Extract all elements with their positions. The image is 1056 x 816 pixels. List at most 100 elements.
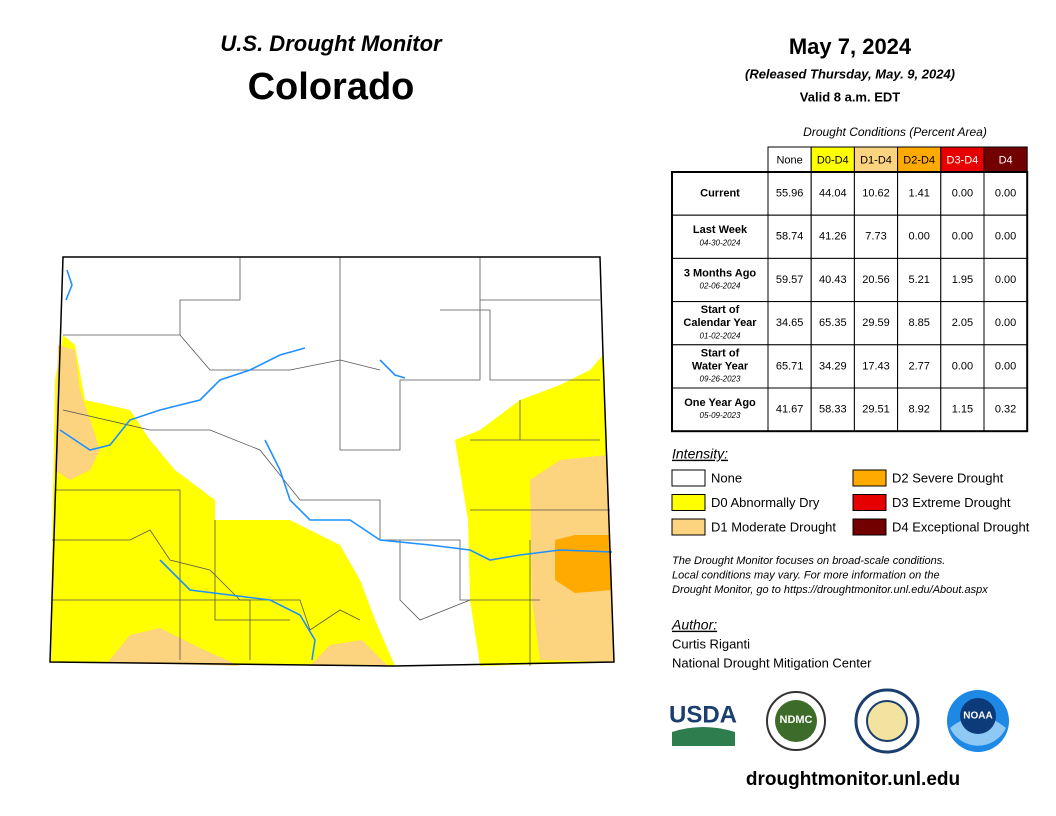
value-cell <box>767 257 812 303</box>
cell-value: 1.41 <box>908 188 929 200</box>
column-header: D0-D4 <box>817 154 849 166</box>
county-line <box>52 599 251 660</box>
doc-logo-inner <box>866 700 908 742</box>
legend-label: D0 Abnormally Dry <box>711 495 820 510</box>
cell-value: 44.04 <box>819 188 847 200</box>
state-title: Colorado <box>248 66 415 108</box>
row-label-cell <box>671 387 769 432</box>
cell-value: 34.65 <box>776 317 804 329</box>
county-lines <box>52 257 610 666</box>
value-cell <box>810 257 855 303</box>
cell-value: 41.67 <box>776 404 804 416</box>
conditions-table: None D0-D4 D1-D4 D2-D4 D3-D4 D4 Current 55.96 44… <box>671 146 1029 433</box>
value-cell <box>897 171 942 216</box>
legend-swatch <box>671 469 706 487</box>
cell-value: 29.51 <box>862 404 890 416</box>
cell-value: 0.00 <box>952 188 973 200</box>
river <box>264 439 613 561</box>
county-line <box>63 257 241 336</box>
author-title: Author: <box>671 617 717 633</box>
row-label: Current <box>700 188 740 200</box>
row-date: 04-30-2024 <box>700 238 741 247</box>
usda-logo: USDA <box>669 701 737 728</box>
row-label: 3 Months Ago <box>684 267 757 279</box>
value-cell <box>767 301 812 346</box>
legend-label: D4 Exceptional Drought <box>892 519 1030 534</box>
notes: The Drought Monitor focuses on broad-sca… <box>672 555 988 596</box>
cell-value: 2.77 <box>908 360 929 372</box>
d1-south-a <box>108 628 240 666</box>
row-label-cell <box>671 344 769 389</box>
row-date: 09-26-2023 <box>700 375 741 384</box>
row-label-cell <box>671 257 769 303</box>
river <box>159 559 316 661</box>
cell-value: 0.32 <box>995 404 1016 416</box>
value-cell <box>983 387 1028 432</box>
note-line: Drought Monitor, go to https://droughtmo… <box>672 584 988 596</box>
cell-value: 58.33 <box>819 404 847 416</box>
cell-value: 10.62 <box>862 188 890 200</box>
row-date: 01-02-2024 <box>700 331 741 340</box>
row-label: Last Week <box>693 224 748 236</box>
cell-value: 55.96 <box>776 188 804 200</box>
column-header: None <box>776 154 802 166</box>
legend-swatch <box>852 518 887 536</box>
cell-value: 29.59 <box>862 317 890 329</box>
value-cell <box>983 171 1028 216</box>
release-note: (Released Thursday, May. 9, 2024) <box>745 66 955 81</box>
row-label-cell <box>671 301 769 346</box>
value-cell <box>767 214 812 259</box>
county-line <box>52 529 361 631</box>
cell-value: 0.00 <box>995 274 1016 286</box>
column-header-cell <box>940 146 985 173</box>
value-cell <box>767 344 812 389</box>
cell-value: 0.00 <box>995 231 1016 243</box>
cell-value: 59.57 <box>776 274 804 286</box>
cell-value: 41.26 <box>819 231 847 243</box>
value-cell <box>853 387 899 432</box>
map-date: May 7, 2024 <box>789 34 912 59</box>
valid-time: Valid 8 a.m. EDT <box>800 89 900 104</box>
ndmc-logo-text: NDMC <box>780 714 813 726</box>
table-border <box>671 171 1029 433</box>
row-date: 05-09-2023 <box>700 411 741 420</box>
row-label: Start of <box>701 347 740 359</box>
column-header: D3-D4 <box>947 154 979 166</box>
county-line <box>179 334 381 371</box>
county-line <box>399 540 471 621</box>
d1-west <box>55 345 100 480</box>
cell-value: 1.95 <box>952 274 973 286</box>
cell-value: 2.05 <box>952 317 973 329</box>
legend-label: None <box>711 470 742 485</box>
value-cell <box>853 301 899 346</box>
cell-value: 0.00 <box>995 317 1016 329</box>
cell-value: 7.73 <box>865 231 886 243</box>
row-label-cell <box>671 214 769 259</box>
value-cell <box>897 344 942 389</box>
cell-value: 0.00 <box>908 231 929 243</box>
noaa-logo-inner <box>960 698 996 734</box>
row-date: 02-06-2024 <box>700 282 741 291</box>
value-cell <box>810 387 855 432</box>
usda-logo-swoosh <box>672 727 735 746</box>
cell-value: 17.43 <box>862 360 890 372</box>
ndmc-logo <box>775 700 817 742</box>
state-outline <box>49 256 615 667</box>
legend-swatch <box>671 494 706 511</box>
author-name: Curtis Riganti <box>672 636 750 651</box>
legend-label: D1 Moderate Drought <box>711 519 836 534</box>
cell-value: 65.35 <box>819 317 847 329</box>
note-line: The Drought Monitor focuses on broad-sca… <box>672 555 945 567</box>
cell-value: 1.15 <box>952 404 973 416</box>
logos: USDA NDMC NOAA <box>669 688 1009 754</box>
county-line <box>440 309 600 381</box>
column-header-cell <box>767 146 812 173</box>
cell-value: 40.43 <box>819 274 847 286</box>
cell-value: 5.21 <box>908 274 929 286</box>
value-cell <box>897 257 942 303</box>
river <box>59 347 306 451</box>
cell-value: 0.00 <box>952 360 973 372</box>
value-cell <box>983 344 1028 389</box>
rivers <box>59 269 613 661</box>
